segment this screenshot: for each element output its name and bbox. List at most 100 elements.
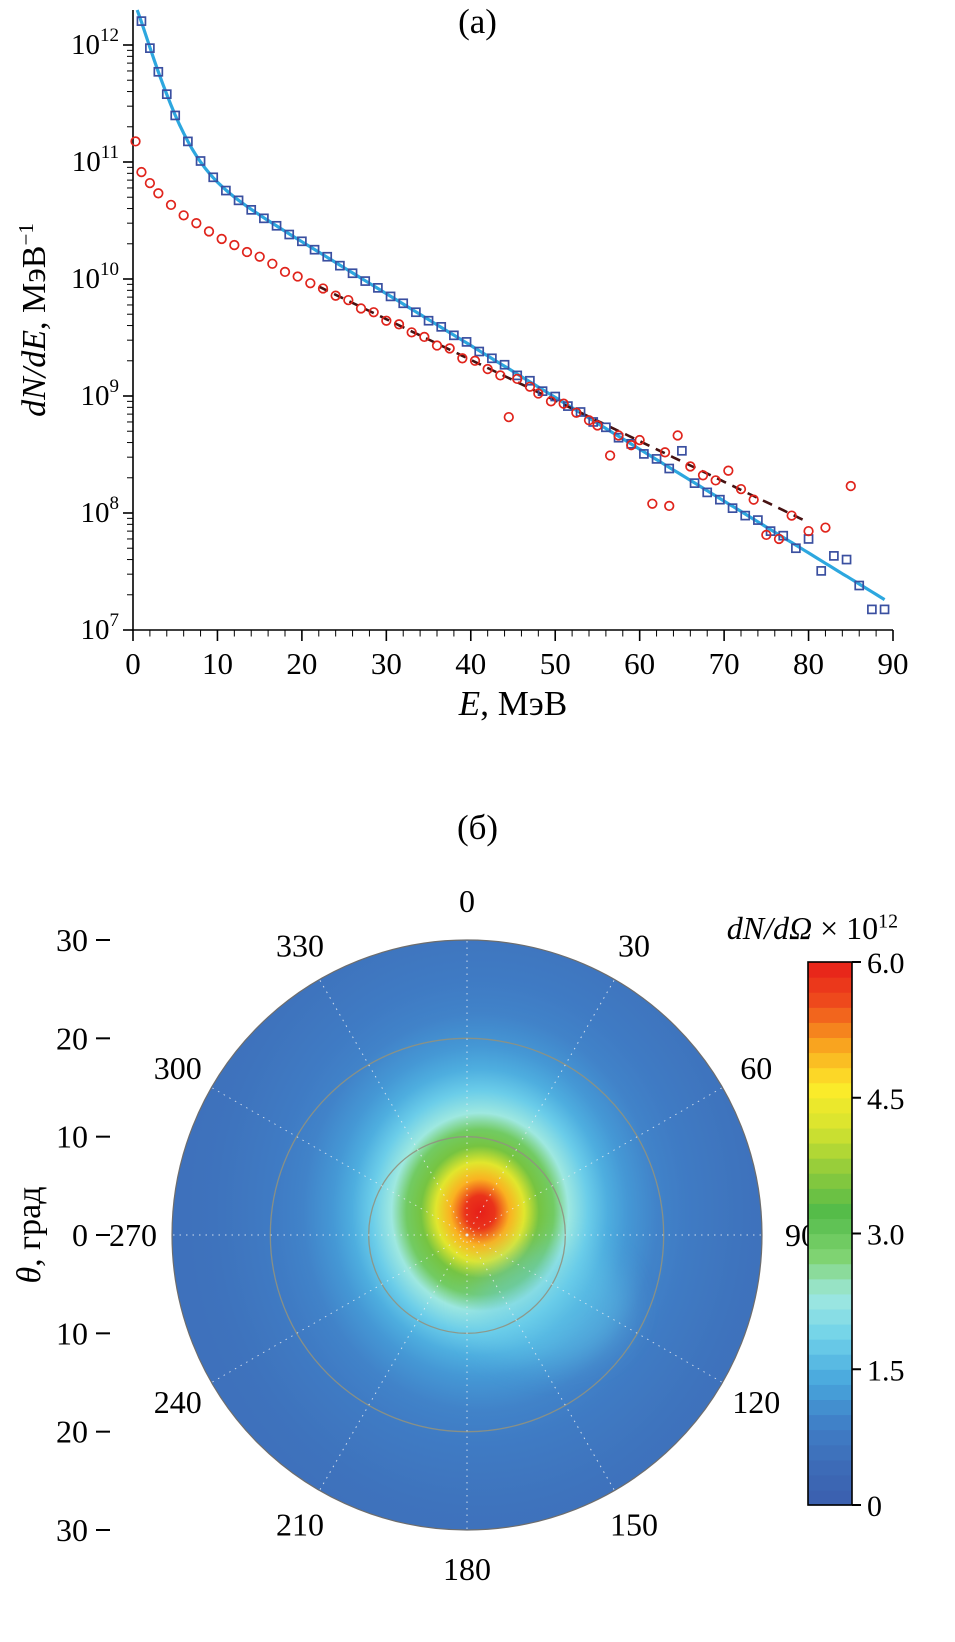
theta-tick-label: 0	[72, 1217, 88, 1253]
series-fit-line-dark-dashed	[318, 285, 810, 524]
theta-axis-label-var: θ	[11, 1266, 48, 1284]
marker-circle	[153, 188, 164, 199]
marker-square	[461, 337, 472, 347]
theta-axis-label: θ, град	[11, 1186, 49, 1283]
colorbar-band	[808, 992, 852, 1008]
colorbar-band	[808, 1414, 852, 1431]
marker-circle	[571, 407, 582, 418]
colorbar-band	[808, 962, 852, 978]
theta-tick-label: 10	[56, 1119, 88, 1155]
marker-circle	[545, 396, 557, 407]
marker-circle	[305, 278, 316, 289]
theta-tick-label: 10	[56, 1315, 88, 1351]
marker-circle	[241, 246, 253, 258]
marker-square	[677, 445, 687, 456]
azimuth-tick-label: 240	[154, 1384, 202, 1420]
colorbar-band	[808, 1188, 852, 1204]
azimuth-tick-label: 30	[618, 928, 650, 964]
marker-square	[436, 321, 447, 332]
marker-square	[753, 515, 763, 525]
marker-circle	[267, 258, 278, 269]
angular-distribution-polar-chart: 0306090120150180210240270300330302010010…	[56, 883, 905, 1587]
x-tick-label: 30	[371, 646, 402, 681]
colorbar-tick-label: 3.0	[867, 1219, 905, 1252]
marker-circle	[558, 398, 569, 409]
marker-circle	[697, 470, 709, 481]
azimuth-tick-label: 330	[276, 928, 324, 964]
colorbar-band	[808, 1429, 852, 1446]
colorbar-band	[808, 1248, 852, 1265]
y-axis-label: dN/dE, МэВ−1	[14, 223, 54, 417]
marker-square	[284, 229, 295, 240]
marker-circle	[292, 271, 303, 282]
marker-square	[740, 510, 751, 521]
colorbar-band	[808, 1278, 852, 1295]
marker-square	[689, 478, 700, 488]
azimuth-tick-label: 180	[443, 1551, 491, 1587]
marker-circle	[406, 327, 417, 338]
colorbar-band	[808, 1203, 852, 1220]
azimuth-tick-label: 60	[740, 1050, 772, 1086]
marker-circle	[482, 363, 493, 375]
azimuth-tick-label: 0	[459, 883, 475, 919]
marker-square	[153, 66, 164, 77]
marker-circle	[672, 430, 683, 441]
colorbar-band	[808, 1399, 852, 1416]
y-axis-label-unit: , МэВ	[16, 245, 54, 331]
marker-square	[183, 136, 193, 147]
marker-circle	[634, 434, 645, 446]
marker-circle	[317, 283, 329, 294]
colorbar-band	[808, 1097, 852, 1114]
azimuth-tick-label: 150	[610, 1506, 658, 1542]
colorbar-band	[808, 977, 852, 993]
y-tick-label: 108	[81, 493, 120, 529]
panel-a-title: (а)	[458, 2, 497, 41]
azimuth-tick-label: 270	[109, 1217, 157, 1253]
marker-square	[373, 283, 383, 293]
marker-circle	[136, 166, 147, 178]
marker-square	[854, 580, 865, 591]
marker-square	[715, 494, 725, 505]
x-tick-label: 80	[793, 646, 824, 681]
marker-square	[259, 213, 269, 224]
colorbar-band	[808, 1459, 852, 1476]
colorbar-band	[808, 1067, 852, 1084]
marker-square	[195, 156, 206, 166]
marker-square	[829, 551, 839, 561]
colorbar-band	[808, 1022, 852, 1039]
colorbar-band	[808, 1324, 852, 1340]
marker-circle	[254, 251, 265, 262]
marker-circle	[419, 331, 430, 343]
marker-square	[816, 566, 827, 576]
colorbar-band	[808, 1369, 852, 1385]
marker-circle	[723, 465, 734, 476]
x-axis-label: E, МэВ	[133, 684, 893, 724]
marker-square	[449, 330, 459, 341]
marker-circle	[216, 233, 227, 245]
colorbar-band	[808, 1233, 852, 1250]
marker-circle	[786, 510, 797, 521]
marker-square	[161, 89, 172, 100]
x-tick-label: 0	[125, 646, 141, 681]
marker-circle	[393, 319, 405, 330]
energy-spectrum-chart: 107 108 109 1010 1011 1012 0 10 20 30 40 50 60 70 80 90	[71, 9, 909, 681]
marker-square	[398, 298, 409, 309]
marker-circle	[279, 266, 291, 278]
marker-square	[145, 43, 155, 53]
y-axis-label-exponent: −1	[13, 223, 38, 246]
marker-circle	[229, 239, 240, 251]
marker-square	[702, 487, 713, 498]
marker-circle	[735, 483, 747, 495]
colorbar-band	[808, 1007, 852, 1023]
x-tick-label: 60	[624, 646, 655, 681]
marker-square	[575, 407, 586, 417]
marker-circle	[803, 525, 814, 537]
marker-circle	[533, 388, 544, 399]
marker-circle	[130, 136, 141, 147]
colorbar-title-mult: × 10	[812, 910, 879, 946]
colorbar-title: dN/dΩ × 1012	[558, 910, 898, 947]
marker-circle	[613, 430, 624, 441]
marker-circle	[368, 307, 379, 318]
marker-square	[791, 543, 801, 554]
y-tick-label: 1012	[71, 25, 119, 61]
